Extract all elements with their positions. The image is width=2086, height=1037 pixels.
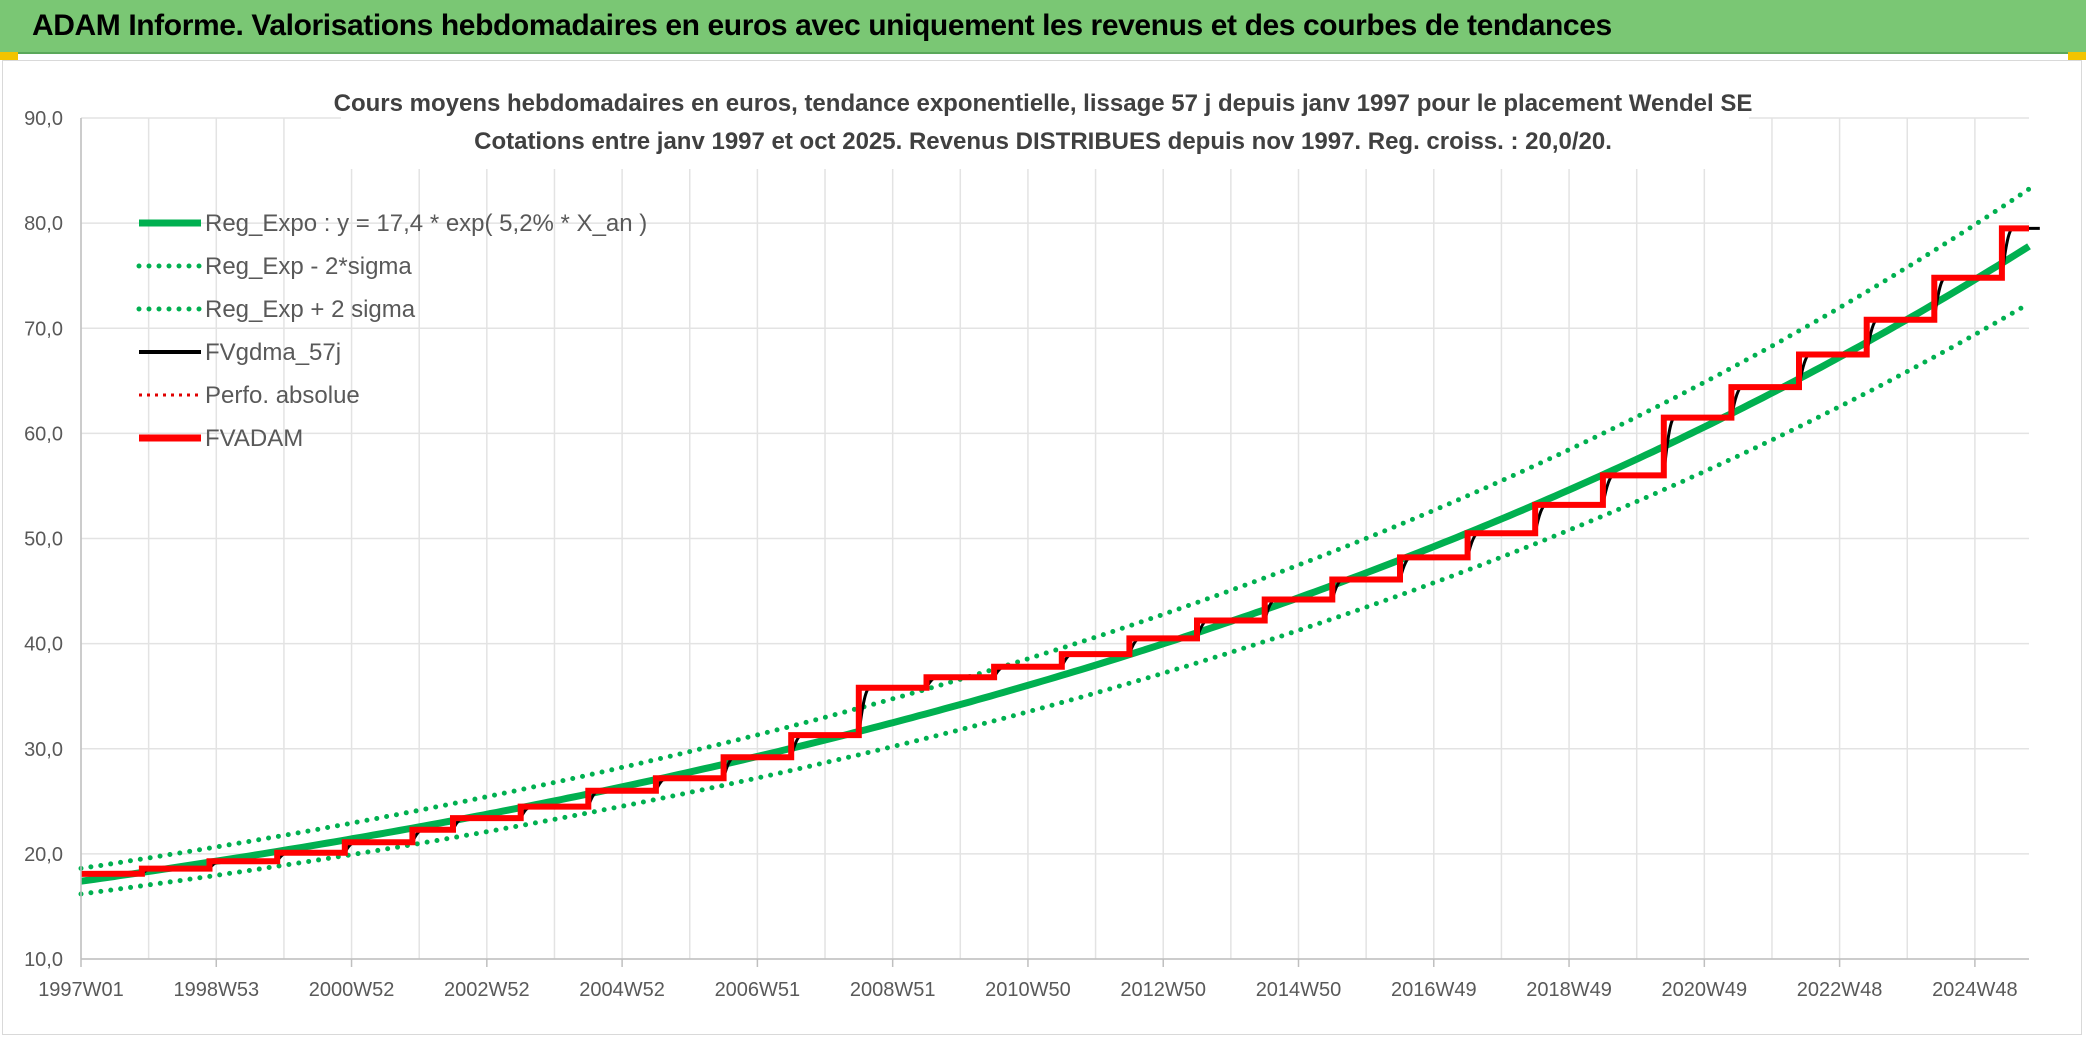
chart: 10,0 20,0 30,0 40,0 50,0 60,0 70,0 80,0 90,0 1997… [24,83,2040,1001]
x-tick-label: 2010W50 [985,979,1071,1001]
x-tick-label: 2022W48 [1797,979,1883,1001]
y-tick-label: 10,0 [24,949,63,971]
series-perfo-absolue [80,227,2029,875]
x-tick-label: 2024W48 [1932,979,2018,1001]
x-tick-label: 2006W51 [715,979,801,1001]
x-tick-label: 2008W51 [850,979,936,1001]
legend-label: Reg_Exp + 2 sigma [205,296,416,323]
title-background [341,83,1749,169]
axes: 10,0 20,0 30,0 40,0 50,0 60,0 70,0 80,0 90,0 1997… [24,108,2029,1001]
chart-subtitle: Cotations entre janv 1997 et oct 2025. R… [474,128,1612,155]
x-tick-label: 2014W50 [1256,979,1342,1001]
x-tick-label: 2000W52 [309,979,395,1001]
x-tick-label: 2018W49 [1526,979,1612,1001]
legend-label: Reg_Expo : y = 17,4 * exp( 5,2% * X_an ) [205,210,647,237]
y-tick-label: 30,0 [24,739,63,761]
y-tick-label: 60,0 [24,423,63,445]
series-fvadam [80,225,2029,877]
y-tick-label: 70,0 [24,318,63,340]
legend-label: Reg_Exp - 2*sigma [205,253,412,280]
y-tick-label: 50,0 [24,529,63,551]
x-tick-label: 2020W49 [1662,979,1748,1001]
x-tick-label: 2002W52 [444,979,530,1001]
chart-titles: Cours moyens hebdomadaires en euros, ten… [334,83,1753,169]
x-tick-label: 2012W50 [1120,979,1206,1001]
legend-label: FVgdma_57j [205,339,341,366]
series-reg-exp-plus-2sigma [78,186,2032,871]
y-tick-label: 20,0 [24,844,63,866]
grid [80,117,2029,960]
page-title: ADAM Informe. Valorisations hebdomadaire… [32,9,1612,42]
legend-label: FVADAM [205,425,303,452]
x-tick-label: 2004W52 [579,979,665,1001]
series-fvgdma-57j [80,226,2040,876]
series-reg-exp-minus-2sigma [78,301,2032,897]
series-group [78,186,2040,897]
chart-area: 10,0 20,0 30,0 40,0 50,0 60,0 70,0 80,0 90,0 1997… [2,60,2082,1035]
series-reg-expo [80,243,2031,885]
x-tick-label: 1998W53 [173,979,259,1001]
y-tick-label: 80,0 [24,213,63,235]
chart-title: Cours moyens hebdomadaires en euros, ten… [334,90,1753,117]
y-tick-label: 90,0 [24,108,63,130]
legend: Reg_Expo : y = 17,4 * exp( 5,2% * X_an )… [136,210,647,452]
x-tick-label: 1997W01 [38,979,124,1001]
corner-mark-right [2068,52,2086,60]
title-banner: ADAM Informe. Valorisations hebdomadaire… [0,0,2086,54]
legend-label: Perfo. absolue [205,382,360,409]
x-tick-label: 2016W49 [1391,979,1477,1001]
corner-mark-left [0,52,18,60]
y-tick-label: 40,0 [24,634,63,656]
